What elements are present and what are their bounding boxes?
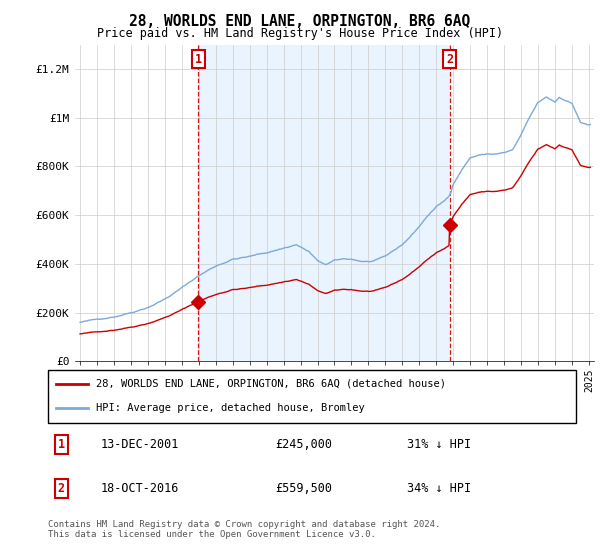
Text: 31% ↓ HPI: 31% ↓ HPI	[407, 438, 471, 451]
Text: 28, WORLDS END LANE, ORPINGTON, BR6 6AQ: 28, WORLDS END LANE, ORPINGTON, BR6 6AQ	[130, 14, 470, 29]
Text: HPI: Average price, detached house, Bromley: HPI: Average price, detached house, Brom…	[95, 403, 364, 413]
FancyBboxPatch shape	[48, 370, 576, 423]
Text: Price paid vs. HM Land Registry's House Price Index (HPI): Price paid vs. HM Land Registry's House …	[97, 27, 503, 40]
Text: 1: 1	[58, 438, 65, 451]
Text: Contains HM Land Registry data © Crown copyright and database right 2024.
This d: Contains HM Land Registry data © Crown c…	[48, 520, 440, 539]
Text: 34% ↓ HPI: 34% ↓ HPI	[407, 482, 471, 494]
Text: 18-OCT-2016: 18-OCT-2016	[101, 482, 179, 494]
Text: £245,000: £245,000	[275, 438, 332, 451]
Text: 2: 2	[58, 482, 65, 494]
Text: 28, WORLDS END LANE, ORPINGTON, BR6 6AQ (detached house): 28, WORLDS END LANE, ORPINGTON, BR6 6AQ …	[95, 379, 446, 389]
Text: 2: 2	[446, 53, 453, 66]
Bar	[198, 45, 449, 361]
Text: 13-DEC-2001: 13-DEC-2001	[101, 438, 179, 451]
Text: 1: 1	[194, 53, 202, 66]
Text: £559,500: £559,500	[275, 482, 332, 494]
